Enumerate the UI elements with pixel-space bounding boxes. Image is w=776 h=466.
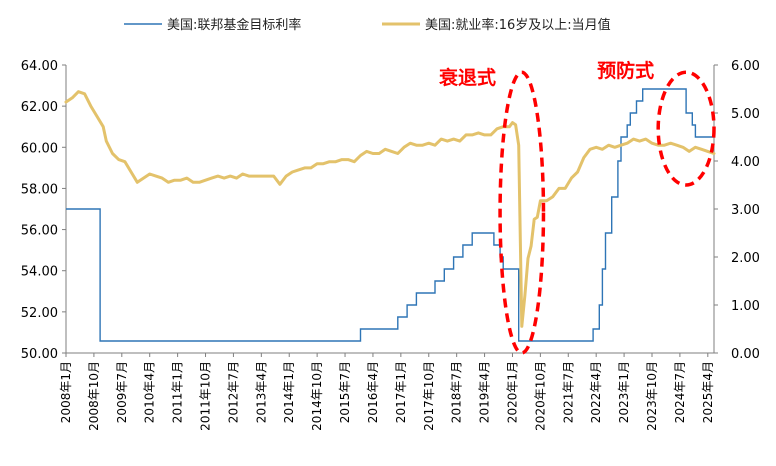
x-tick-label: 2013年4月 xyxy=(254,361,268,423)
left-tick-label: 52.00 xyxy=(21,306,58,321)
annotation-label: 预防式 xyxy=(597,59,654,82)
series xyxy=(64,88,716,342)
series-line-employment-rate xyxy=(64,90,716,328)
left-tick-label: 64.00 xyxy=(21,59,58,74)
x-tick-label: 2008年1月 xyxy=(59,361,73,423)
legend-label-employment-rate: 美国:就业率:16岁及以上:当月值 xyxy=(425,17,611,33)
right-tick-label: 3.00 xyxy=(731,203,760,218)
annotation-label: 衰退式 xyxy=(438,66,496,89)
left-tick-label: 60.00 xyxy=(21,141,58,156)
x-tick-label: 2010年4月 xyxy=(143,361,157,423)
x-tick-label: 2023年1月 xyxy=(617,361,631,423)
left-tick-label: 50.00 xyxy=(21,347,58,362)
left-tick-label: 62.00 xyxy=(21,100,58,115)
left-tick-label: 56.00 xyxy=(21,224,58,239)
right-tick-label: 6.00 xyxy=(731,59,760,74)
x-tick-label: 2011年10月 xyxy=(199,361,213,431)
x-tick-label: 2014年10月 xyxy=(310,361,324,431)
left-tick-label: 54.00 xyxy=(21,265,58,280)
axes: 50.00 52.00 54.00 56.00 58.00 60.00 62.00 64.00… xyxy=(21,59,760,431)
annotation-ellipse xyxy=(498,70,546,355)
right-tick-label: 4.00 xyxy=(731,155,760,170)
x-tick-label: 2021年7月 xyxy=(561,361,575,423)
x-tick-label: 2022年4月 xyxy=(589,361,603,423)
x-tick-label: 2014年1月 xyxy=(282,361,296,423)
x-tick-label: 2018年7月 xyxy=(450,361,464,423)
x-tick-label: 2024年7月 xyxy=(673,361,687,423)
x-tick-label: 2008年10月 xyxy=(87,361,101,431)
x-tick-label: 2015年7月 xyxy=(338,361,352,423)
annotations: 衰退式 预防式 xyxy=(438,59,716,355)
right-tick-label: 5.00 xyxy=(731,107,760,122)
series-line-fed-rate xyxy=(66,88,714,342)
legend-label-fed-rate: 美国:联邦基金目标利率 xyxy=(167,17,301,33)
x-tick-label: 2011年1月 xyxy=(171,361,185,423)
right-tick-label: 2.00 xyxy=(731,251,760,266)
x-tick-label: 2016年4月 xyxy=(366,361,380,423)
x-tick-label: 2017年10月 xyxy=(422,361,436,431)
x-tick-label: 2009年7月 xyxy=(115,361,129,423)
x-tick-label: 2017年1月 xyxy=(394,361,408,423)
annotation-ellipse xyxy=(656,70,716,187)
right-tick-label: 0.00 xyxy=(731,347,760,362)
x-tick-label: 2012年7月 xyxy=(226,361,240,423)
right-tick-label: 1.00 xyxy=(731,299,760,314)
x-tick-label: 2025年4月 xyxy=(701,361,715,423)
x-tick-label: 2020年10月 xyxy=(533,361,547,431)
legend: 美国:联邦基金目标利率 美国:就业率:16岁及以上:当月值 xyxy=(124,17,611,33)
x-tick-label: 2019年4月 xyxy=(478,361,492,423)
left-tick-label: 58.00 xyxy=(21,182,58,197)
x-tick-label: 2023年10月 xyxy=(645,361,659,431)
x-tick-label: 2020年1月 xyxy=(505,361,519,423)
